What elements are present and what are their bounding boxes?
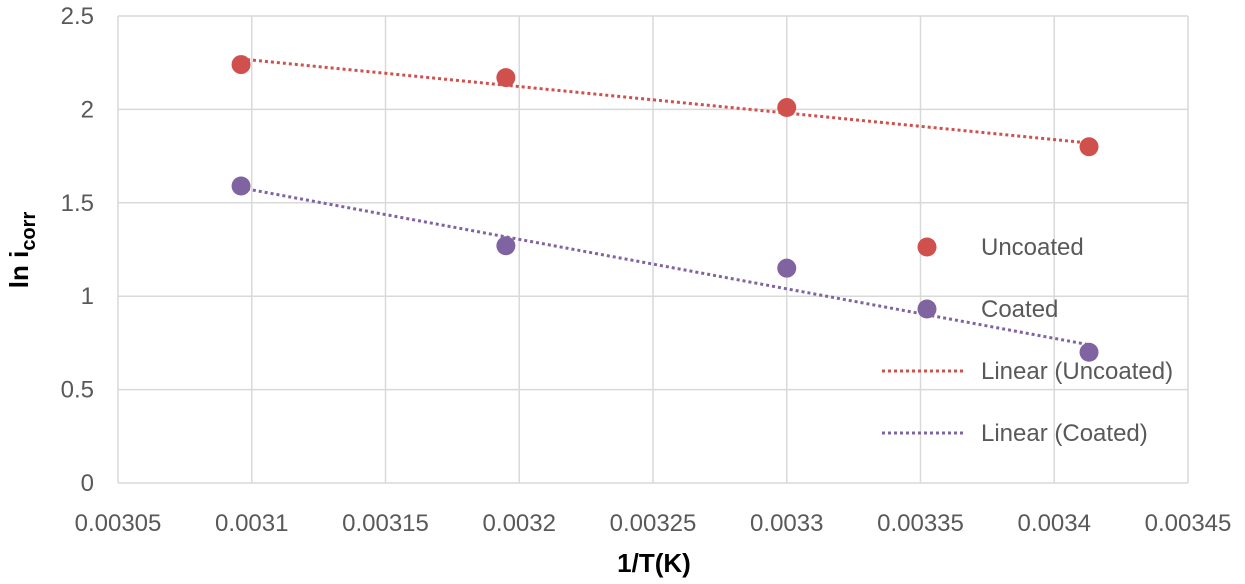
- legend-label: Linear (Coated): [981, 420, 1148, 447]
- x-tick-label: 0.00335: [877, 510, 964, 537]
- x-tick-label: 0.0033: [750, 510, 823, 537]
- y-axis-title-main: ln i: [4, 251, 34, 289]
- data-points: [231, 55, 1099, 362]
- legend-label: Uncoated: [981, 234, 1084, 261]
- legend: Uncoated Coated Linear (Uncoated) Linear (C…: [882, 234, 1173, 447]
- x-tick-label: 0.00315: [342, 510, 429, 537]
- point-coated: [777, 258, 797, 278]
- y-tick-label: 0.5: [61, 377, 94, 404]
- y-axis-ticks: 0 0.5 1 1.5 2 2.5: [61, 3, 94, 497]
- trendline-coated: [240, 186, 1090, 347]
- y-tick-label: 2: [81, 96, 94, 123]
- x-tick-label: 0.00325: [610, 510, 697, 537]
- y-axis-title-subscript: corr: [18, 212, 40, 251]
- x-tick-label: 0.0031: [215, 510, 288, 537]
- y-tick-label: 1.5: [61, 190, 94, 217]
- point-uncoated: [777, 98, 797, 118]
- trendline-uncoated: [240, 57, 1090, 145]
- x-axis-title: 1/T(K): [617, 548, 691, 578]
- x-axis-ticks: 0.00305 0.0031 0.00315 0.0032 0.00325 0.0033 0…: [75, 510, 1232, 537]
- point-uncoated: [1079, 137, 1099, 157]
- x-tick-label: 0.00305: [75, 510, 162, 537]
- gridlines: [117, 15, 1189, 484]
- point-coated: [231, 176, 251, 196]
- legend-marker: [917, 237, 937, 257]
- y-axis-title: ln icorr: [4, 212, 40, 289]
- x-tick-label: 0.0034: [1018, 510, 1091, 537]
- x-tick-label: 0.0032: [483, 510, 556, 537]
- point-coated: [1079, 342, 1099, 362]
- legend-label: Coated: [981, 296, 1058, 323]
- point-coated: [496, 236, 516, 256]
- y-tick-label: 2.5: [61, 3, 94, 30]
- point-uncoated: [231, 55, 251, 75]
- legend-marker: [917, 299, 937, 319]
- y-tick-label: 0: [81, 470, 94, 497]
- x-tick-label: 0.00345: [1145, 510, 1232, 537]
- trendlines: [240, 57, 1090, 347]
- legend-label: Linear (Uncoated): [981, 358, 1173, 385]
- point-uncoated: [496, 68, 516, 88]
- y-tick-label: 1: [81, 283, 94, 310]
